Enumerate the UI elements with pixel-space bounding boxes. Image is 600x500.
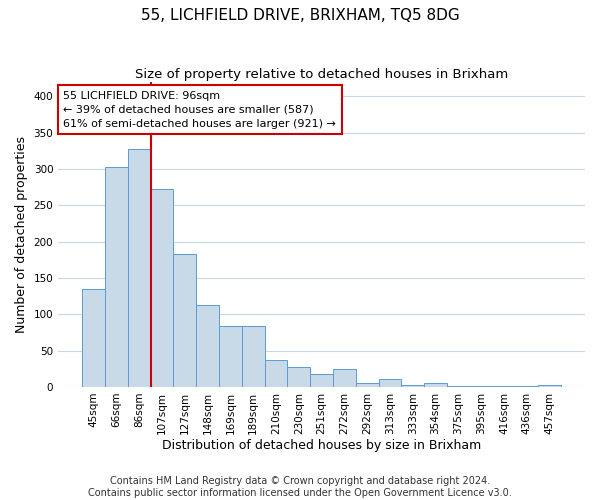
Text: 55 LICHFIELD DRIVE: 96sqm
← 39% of detached houses are smaller (587)
61% of semi: 55 LICHFIELD DRIVE: 96sqm ← 39% of detac… bbox=[64, 91, 337, 129]
Bar bbox=[219, 326, 242, 387]
Bar bbox=[538, 385, 561, 387]
Bar bbox=[401, 385, 424, 387]
Bar bbox=[424, 384, 447, 387]
Bar bbox=[310, 374, 333, 387]
Bar bbox=[333, 369, 356, 387]
Bar bbox=[82, 289, 105, 387]
Bar bbox=[447, 386, 470, 387]
Title: Size of property relative to detached houses in Brixham: Size of property relative to detached ho… bbox=[135, 68, 508, 80]
Bar bbox=[493, 386, 515, 387]
Bar bbox=[105, 168, 128, 387]
Text: 55, LICHFIELD DRIVE, BRIXHAM, TQ5 8DG: 55, LICHFIELD DRIVE, BRIXHAM, TQ5 8DG bbox=[140, 8, 460, 22]
Bar bbox=[173, 254, 196, 387]
Bar bbox=[265, 360, 287, 387]
Bar bbox=[356, 384, 379, 387]
Bar bbox=[379, 379, 401, 387]
Bar bbox=[515, 386, 538, 387]
Bar bbox=[242, 326, 265, 387]
Text: Contains HM Land Registry data © Crown copyright and database right 2024.
Contai: Contains HM Land Registry data © Crown c… bbox=[88, 476, 512, 498]
Bar bbox=[287, 368, 310, 387]
Y-axis label: Number of detached properties: Number of detached properties bbox=[15, 136, 28, 333]
Bar bbox=[128, 150, 151, 387]
Bar bbox=[470, 386, 493, 387]
Bar bbox=[151, 189, 173, 387]
Bar bbox=[196, 305, 219, 387]
X-axis label: Distribution of detached houses by size in Brixham: Distribution of detached houses by size … bbox=[162, 440, 481, 452]
